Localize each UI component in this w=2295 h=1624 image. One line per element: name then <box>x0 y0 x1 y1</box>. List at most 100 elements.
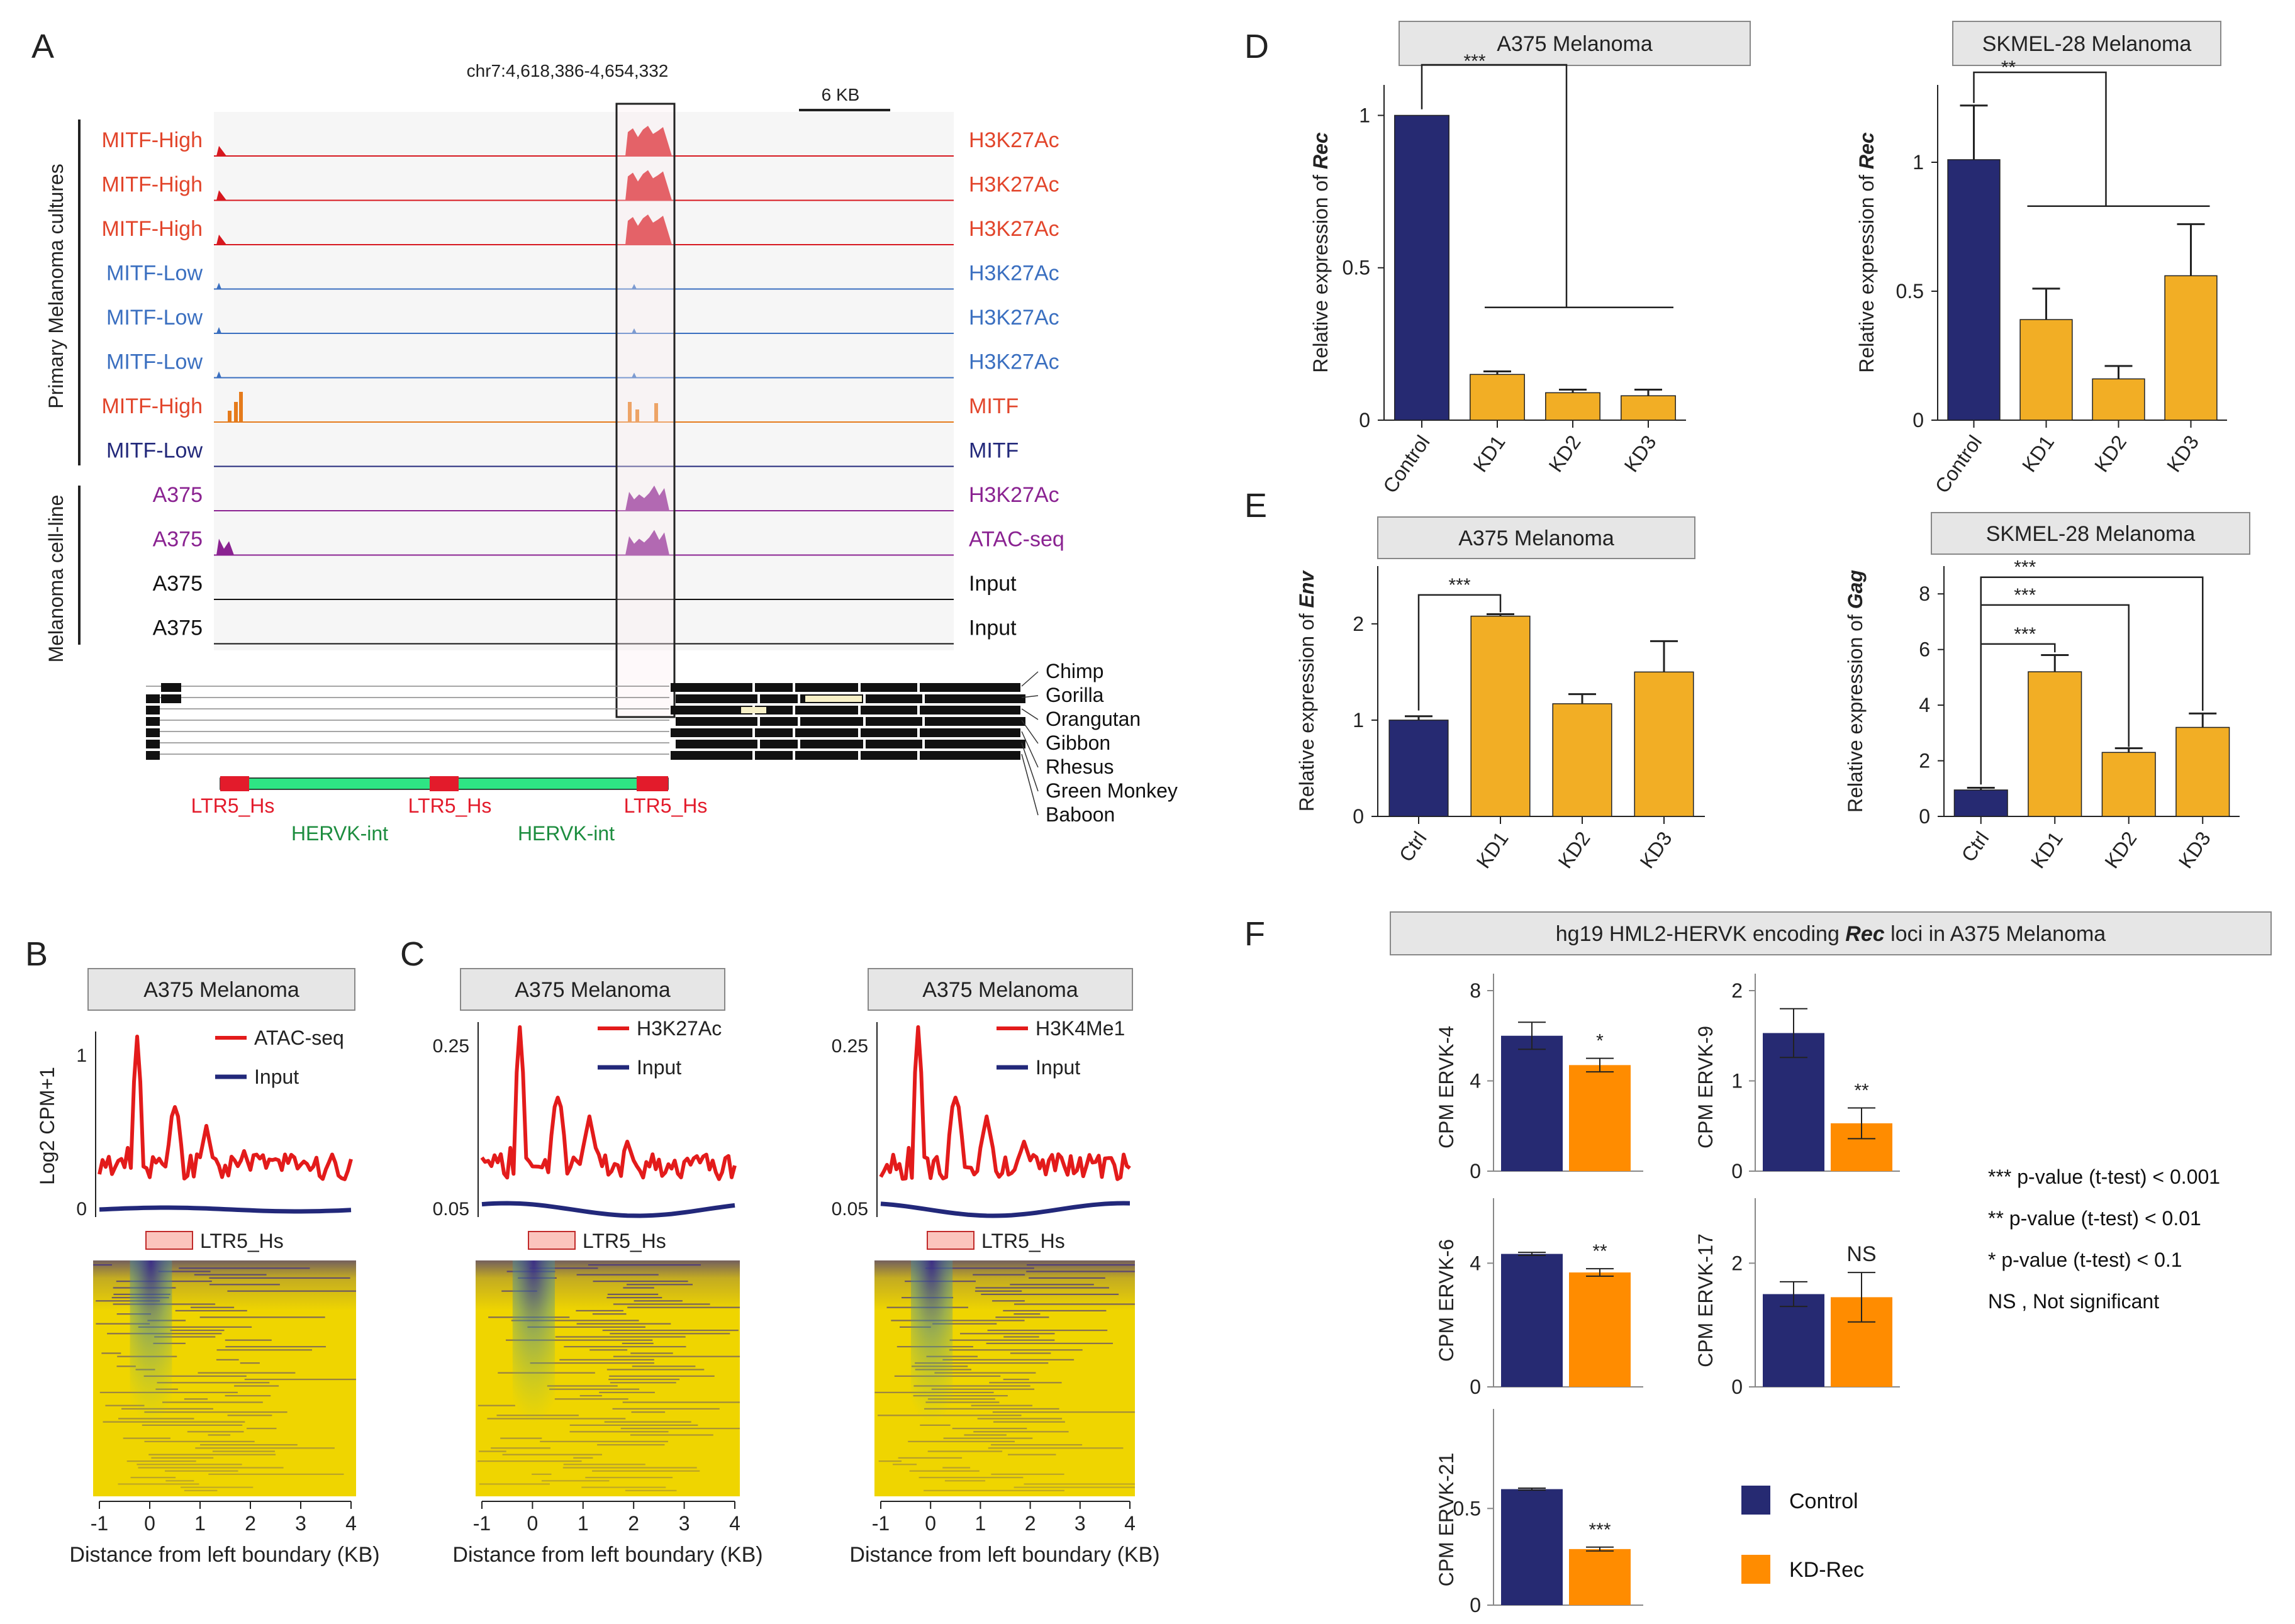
heatmap-row-streak <box>506 1339 653 1341</box>
heatmap-row-streak <box>244 1379 356 1381</box>
chart-y-label-text: Relative expression of <box>1309 169 1332 373</box>
heatmap-row-streak <box>913 1385 1030 1387</box>
heatmap-row-streak <box>170 1330 225 1332</box>
heatmap-x-tick-label: 0 <box>925 1512 936 1535</box>
significance-label: * <box>1596 1031 1604 1052</box>
heatmap-x-tick-label: 1 <box>975 1512 986 1535</box>
alignment-block <box>866 717 922 726</box>
alignment-block <box>146 706 160 715</box>
heatmap-row-streak <box>622 1342 654 1344</box>
alignment-block <box>795 683 858 692</box>
chart-x-tick-label: KD3 <box>1636 827 1677 872</box>
chart-y-tick-label: 0 <box>1919 805 1930 828</box>
bar <box>1621 395 1676 421</box>
alignment-insert <box>741 707 766 713</box>
heatmap-row-streak <box>891 1320 1025 1321</box>
heatmap-row-streak <box>1013 1313 1041 1315</box>
track-peak <box>228 411 232 422</box>
heatmap-row-streak <box>898 1457 963 1459</box>
chart-y-label: CPM ERVK-9 <box>1694 1026 1717 1148</box>
panel-f-title-box <box>1390 911 2272 955</box>
bar <box>1634 671 1694 817</box>
ltr-marker <box>927 1231 974 1250</box>
chart-title-box <box>1952 21 2221 66</box>
heatmap-row-streak <box>908 1440 1015 1442</box>
heatmap-row-streak <box>632 1365 696 1367</box>
heatmap-row-streak <box>144 1440 255 1442</box>
chart-x-tick-label: Ctrl <box>1395 827 1431 865</box>
heatmap-row-streak <box>569 1431 669 1433</box>
species-gibbon: Gibbon <box>1046 731 1110 754</box>
heatmap-row-streak <box>925 1401 1000 1403</box>
heatmap-row-streak <box>924 1408 1059 1410</box>
ltr-marker-label: LTR5_Hs <box>981 1230 1065 1252</box>
profile-title-box <box>87 968 355 1011</box>
alignment-block <box>760 740 798 748</box>
bar <box>1763 1294 1824 1387</box>
chart-y-tick-label: 0 <box>1359 409 1370 431</box>
heatmap-row-streak <box>592 1313 627 1315</box>
heatmap-row-streak <box>151 1457 214 1459</box>
heatmap-row-streak <box>195 1447 335 1449</box>
heatmap-row-streak <box>606 1369 705 1371</box>
bar <box>2028 671 2082 817</box>
profile-title: A375 Melanoma <box>143 978 299 1002</box>
track-background <box>214 112 954 650</box>
heatmap-row-streak <box>622 1401 740 1403</box>
bar <box>1388 720 1449 817</box>
legend-label-signal: H3K4Me1 <box>1036 1017 1125 1040</box>
bar <box>1545 392 1600 421</box>
heatmap-x-tick-label: -1 <box>473 1512 491 1535</box>
heatmap-x-tick-label: 3 <box>295 1512 306 1535</box>
legend-label-signal: H3K27Ac <box>637 1017 722 1040</box>
species-orangutan: Orangutan <box>1046 708 1141 730</box>
species-green-monkey: Green Monkey <box>1046 779 1178 802</box>
heatmap-row-streak <box>103 1421 245 1423</box>
chart-x-tick-label: KD1 <box>1472 827 1513 872</box>
alignment-block <box>866 740 922 748</box>
chart-y-tick-label: 2 <box>1919 750 1930 772</box>
heatmap-row-streak <box>612 1408 720 1410</box>
heatmap-row-streak <box>530 1362 654 1364</box>
significance-label: *** <box>2014 585 2036 606</box>
heatmap-row-streak <box>487 1418 626 1420</box>
track-peak <box>216 146 226 156</box>
heatmap-x-tick-label: 4 <box>345 1512 357 1535</box>
heatmap-row-streak <box>1003 1379 1029 1381</box>
input-profile-line <box>99 1205 352 1214</box>
track-peak <box>632 372 637 378</box>
chart-title: A375 Melanoma <box>1458 526 1614 550</box>
track-label-left: MITF-High <box>101 128 203 152</box>
alignment-block <box>755 751 793 760</box>
track-label-right: H3K27Ac <box>969 262 1059 286</box>
legend-label-signal: ATAC-seq <box>254 1026 344 1049</box>
heatmap-row-streak <box>225 1395 271 1397</box>
species-connector <box>1021 720 1039 744</box>
alignment-block <box>800 717 863 726</box>
heatmap-row-streak <box>1008 1454 1056 1455</box>
panel-f-title-pre: hg19 HML2-HERVK encoding <box>1556 922 1846 946</box>
track-peak <box>216 327 221 333</box>
profile-y-tick: 0 <box>76 1199 87 1220</box>
track-label-left: MITF-High <box>101 394 203 418</box>
heatmap-row-streak <box>541 1480 610 1482</box>
bar <box>2092 378 2145 421</box>
track-label-left: MITF-Low <box>106 439 203 463</box>
heatmap-row-streak <box>500 1437 542 1439</box>
profile-y-tick: 1 <box>76 1045 87 1066</box>
qpcr-bar-charts: A375 Melanoma 0 0.5 1 Relative expression of… <box>1295 21 2250 872</box>
track-label-right: Input <box>969 616 1017 640</box>
profile-y-tick: 0.25 <box>832 1036 868 1057</box>
heatmap-hotspot <box>130 1260 172 1424</box>
heatmap-row-streak <box>991 1444 1083 1446</box>
track-peak <box>632 328 637 333</box>
track-peak <box>632 284 637 289</box>
heatmap-row-streak <box>502 1454 602 1455</box>
heatmap-row-streak <box>562 1467 697 1469</box>
heatmap-row-streak <box>943 1437 1033 1439</box>
track-label-left: A375 <box>153 616 203 640</box>
alignment-insert <box>805 696 862 702</box>
bar <box>1501 1489 1563 1605</box>
heatmap-row-streak <box>919 1477 1024 1479</box>
heatmap-row-streak <box>477 1460 582 1462</box>
